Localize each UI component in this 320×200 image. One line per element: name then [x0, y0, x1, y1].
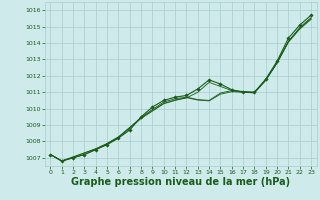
X-axis label: Graphe pression niveau de la mer (hPa): Graphe pression niveau de la mer (hPa) [71, 177, 290, 187]
